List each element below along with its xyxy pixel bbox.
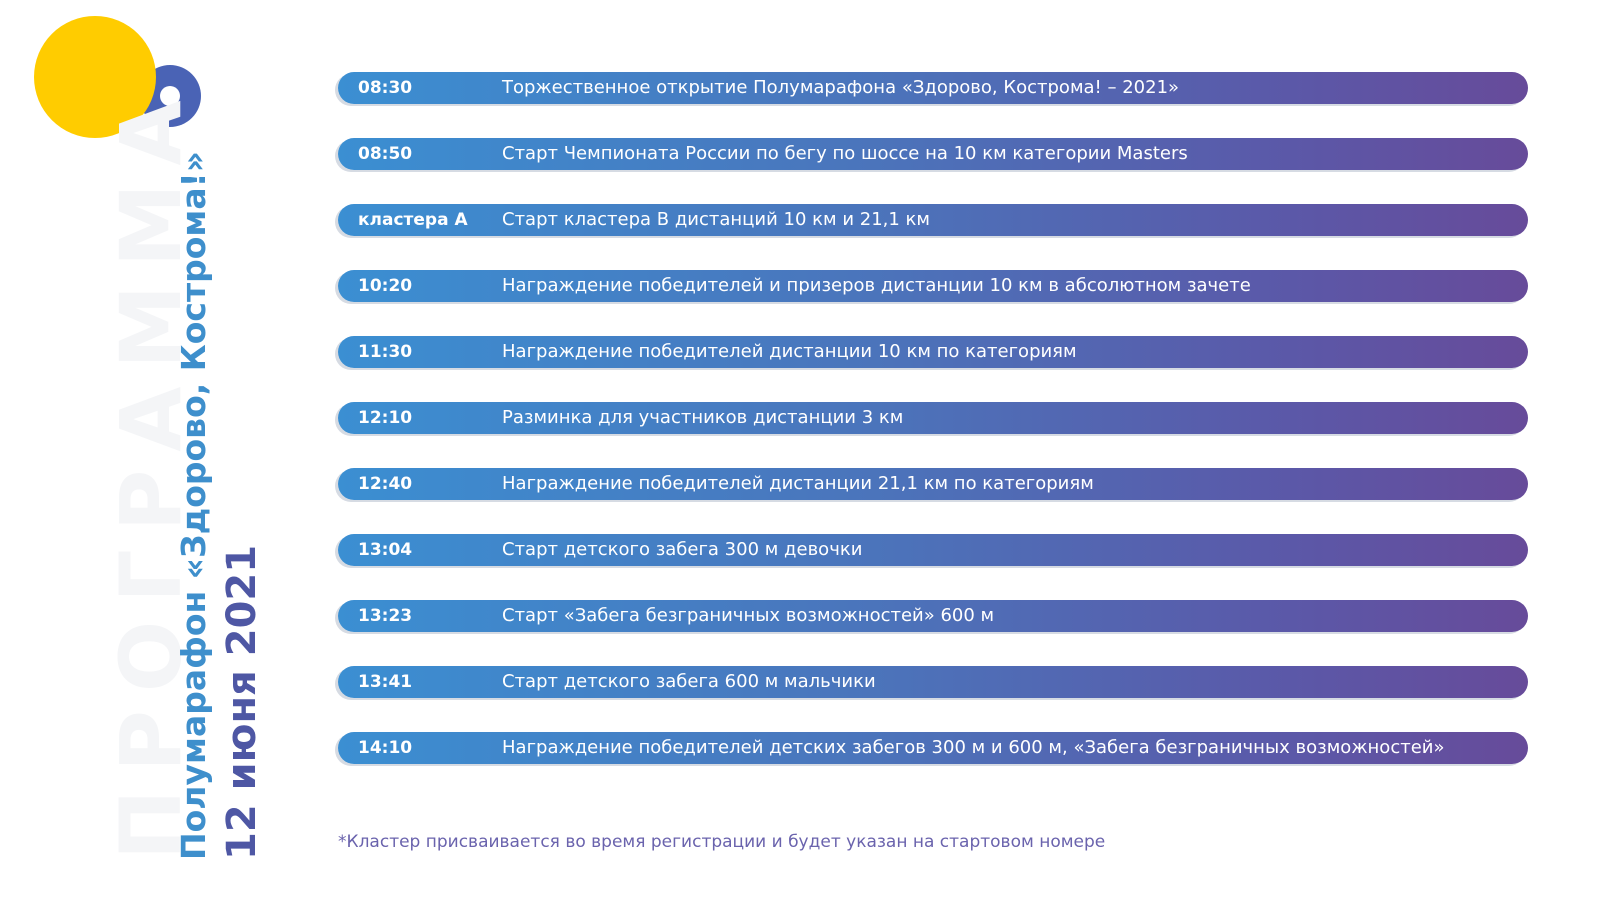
schedule-time: 08:30 xyxy=(358,78,413,98)
logo-yellow-circle xyxy=(34,16,156,138)
schedule-time: кластера А xyxy=(358,210,468,230)
schedule-event: Старт детского забега 300 м девочки xyxy=(502,539,863,560)
schedule-row: 08:50 Старт Чемпионата России по бегу по… xyxy=(338,138,1528,170)
schedule-event: Награждение победителей дистанции 21,1 к… xyxy=(502,473,1094,494)
schedule-time: 08:50 xyxy=(358,144,413,164)
schedule-row: 13:23 Старт «Забега безграничных возможн… xyxy=(338,600,1528,632)
schedule-time: 11:30 xyxy=(358,342,413,362)
schedule-time: 14:10 xyxy=(358,738,413,758)
schedule-event: Награждение победителей детских забегов … xyxy=(502,737,1445,758)
schedule-row: 14:10 Награждение победителей детских за… xyxy=(338,732,1528,764)
schedule-event: Разминка для участников дистанции 3 км xyxy=(502,407,904,428)
schedule-list: 08:30 Торжественное открытие Полумарафон… xyxy=(338,72,1528,798)
schedule-time: 10:20 xyxy=(358,276,413,296)
schedule-row: 12:10 Разминка для участников дистанции … xyxy=(338,402,1528,434)
schedule-event: Старт Чемпионата России по бегу по шоссе… xyxy=(502,143,1188,164)
event-logo xyxy=(34,16,201,138)
schedule-row: 11:30 Награждение победителей дистанции … xyxy=(338,336,1528,368)
schedule-time: 13:41 xyxy=(358,672,413,692)
schedule-time: 12:40 xyxy=(358,474,413,494)
schedule-event: Старт «Забега безграничных возможностей»… xyxy=(502,605,995,626)
cluster-footnote: *Кластер присваивается во время регистра… xyxy=(338,832,1106,852)
schedule-event: Старт кластера В дистанций 10 км и 21,1 … xyxy=(502,209,930,230)
event-date: 12 июня 2021 xyxy=(219,544,265,860)
logo-white-dot xyxy=(160,86,180,106)
event-title: Полумарафон «Здорово, Кострома!» xyxy=(174,150,213,860)
schedule-event: Старт детского забега 600 м мальчики xyxy=(502,671,876,692)
event-title-block: Полумарафон «Здорово, Кострома!» 12 июня… xyxy=(174,151,270,860)
schedule-row: 13:04 Старт детского забега 300 м девочк… xyxy=(338,534,1528,566)
schedule-time: 13:04 xyxy=(358,540,413,560)
schedule-row: кластера А Старт кластера В дистанций 10… xyxy=(338,204,1528,236)
schedule-row: 10:20 Награждение победителей и призеров… xyxy=(338,270,1528,302)
schedule-time: 13:23 xyxy=(358,606,413,626)
schedule-event: Торжественное открытие Полумарафона «Здо… xyxy=(502,77,1180,98)
schedule-row: 12:40 Награждение победителей дистанции … xyxy=(338,468,1528,500)
schedule-event: Награждение победителей дистанции 10 км … xyxy=(502,341,1077,362)
schedule-time: 12:10 xyxy=(358,408,413,428)
schedule-row: 13:41 Старт детского забега 600 м мальчи… xyxy=(338,666,1528,698)
schedule-row: 08:30 Торжественное открытие Полумарафон… xyxy=(338,72,1528,104)
schedule-event: Награждение победителей и призеров диста… xyxy=(502,275,1251,296)
